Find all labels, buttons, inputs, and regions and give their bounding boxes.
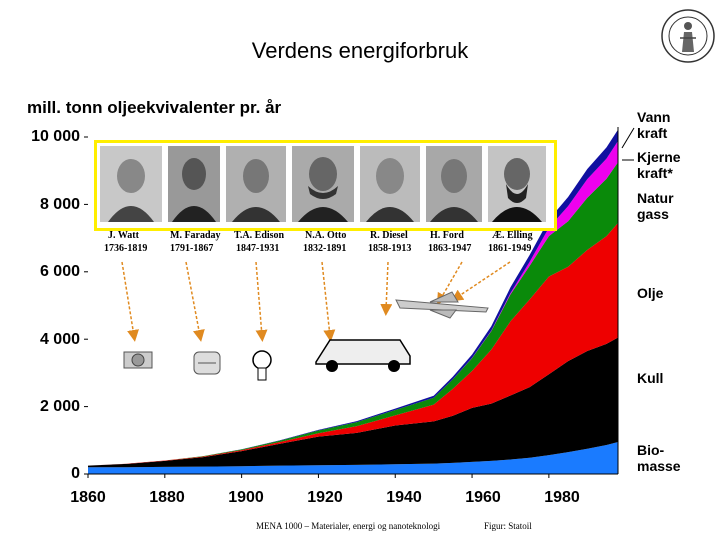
- y-tick-label: 4 000: [39, 331, 80, 348]
- area-series-2: [88, 222, 618, 466]
- area-series-3: [88, 162, 618, 466]
- footer-source: Figur: Statoil: [484, 521, 532, 531]
- footer-course: MENA 1000 – Materialer, energi og nanote…: [256, 521, 441, 531]
- x-tick-label: 1900: [228, 489, 264, 506]
- car-icon: [315, 339, 411, 372]
- portrait-diesel: [360, 146, 420, 222]
- arrow-ford: [436, 261, 463, 306]
- inventor-name: J. Watt: [108, 230, 139, 241]
- legend-label-kull: Kull: [637, 370, 664, 386]
- y-tick-label: 2 000: [39, 398, 80, 415]
- arrow-elling: [451, 261, 511, 302]
- inventor-name: H. Ford: [430, 230, 464, 241]
- area-series-1: [88, 337, 618, 468]
- x-tick-label: 1860: [70, 489, 106, 506]
- x-tick-label: 1980: [544, 489, 580, 506]
- inventor-years: 1858-1913: [368, 243, 412, 254]
- portrait-elling: [488, 146, 546, 222]
- y-tick-label: 0: [71, 465, 80, 482]
- inventor-years: 1847-1931: [236, 243, 280, 254]
- portrait-watt: [100, 146, 162, 222]
- arrow-otto: [321, 261, 336, 342]
- inventor-name: T.A. Edison: [234, 230, 285, 241]
- inventor-name: N.A. Otto: [305, 230, 347, 241]
- airplane-icon: [395, 291, 489, 319]
- portrait-otto: [292, 146, 354, 222]
- y-tick-label: 8 000: [39, 196, 80, 213]
- x-tick-label: 1960: [465, 489, 501, 506]
- x-tick-label: 1920: [307, 489, 343, 506]
- inventor-years: 1791-1867: [170, 243, 214, 254]
- inventor-name: M. Faraday: [170, 230, 221, 241]
- portrait-faraday: [168, 146, 220, 222]
- y-tick-label: 10 000: [31, 128, 80, 145]
- inventor-years: 1832-1891: [303, 243, 347, 254]
- legend-label-olje: Olje: [637, 285, 664, 301]
- y-axis-label: mill. tonn oljeekvivalenter pr. år: [27, 98, 282, 117]
- legend-label-vannkraft: Vann kraft: [637, 109, 671, 141]
- page-title: Verdens energiforbruk: [251, 38, 469, 63]
- steam-engine-icon: [123, 351, 153, 369]
- arrow-edison: [255, 261, 268, 342]
- arrow-faraday: [185, 261, 205, 342]
- generator-icon: [193, 351, 221, 375]
- inventor-years: 1863-1947: [428, 243, 472, 254]
- x-tick-label: 1940: [386, 489, 422, 506]
- inventor-years: 1736-1819: [104, 243, 148, 254]
- area-series-0: [88, 442, 618, 474]
- pointer-vannkraft: [621, 127, 635, 149]
- light-bulb-icon: [252, 350, 272, 381]
- x-tick-label: 1880: [149, 489, 185, 506]
- portrait-ford: [426, 146, 482, 222]
- legend-label-naturgass: Natur gass: [637, 190, 674, 222]
- legend-label-biomasse: Bio- masse: [637, 442, 681, 474]
- university-seal-icon: [661, 9, 715, 63]
- y-tick-label: 6 000: [39, 263, 80, 280]
- arrow-diesel: [380, 261, 393, 316]
- inventor-years: 1861-1949: [488, 243, 532, 254]
- inventor-name: R. Diesel: [370, 230, 408, 241]
- inventor-name: Æ. Elling: [492, 230, 533, 241]
- arrow-watt: [121, 261, 139, 342]
- legend-label-kjernekraft: Kjerne kraft*: [637, 149, 681, 181]
- portrait-edison: [226, 146, 286, 222]
